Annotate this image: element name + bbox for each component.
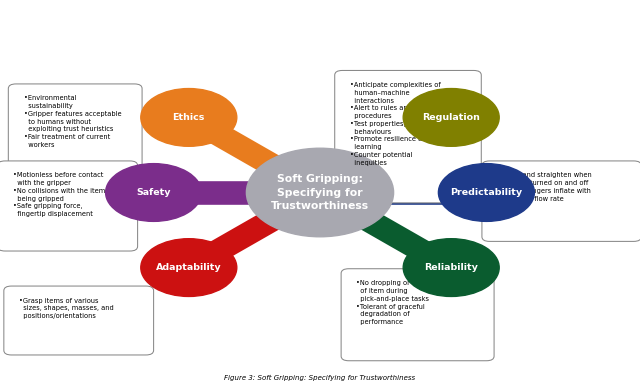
Text: Figure 3: Soft Gripping: Specifying for Trustworthiness: Figure 3: Soft Gripping: Specifying for … (225, 375, 415, 381)
FancyBboxPatch shape (4, 286, 154, 355)
FancyBboxPatch shape (335, 70, 481, 203)
Text: Reliability: Reliability (424, 263, 478, 272)
FancyBboxPatch shape (0, 161, 138, 251)
Text: •Grasp items of various
  sizes, shapes, masses, and
  positions/orientations: •Grasp items of various sizes, shapes, m… (19, 298, 114, 319)
Text: •Environmental
  sustainability
•Gripper features acceptable
  to humans without: •Environmental sustainability •Gripper f… (24, 95, 122, 148)
Text: Soft Gripping:
Specifying for
Trustworthiness: Soft Gripping: Specifying for Trustworth… (271, 174, 369, 211)
Text: Ethics: Ethics (173, 113, 205, 122)
FancyBboxPatch shape (341, 269, 494, 361)
Circle shape (246, 148, 394, 237)
Text: •Motionless before contact
  with the gripper
•No collisions with the item
  bei: •Motionless before contact with the grip… (13, 172, 105, 217)
Circle shape (141, 239, 237, 296)
Text: •Anticipate complexities of
  human–machine
  interactions
•Alert to rules and
 : •Anticipate complexities of human–machin… (350, 82, 443, 166)
Text: •Curve and straighten when
  pump is turned on and off
•Gripper fingers inflate : •Curve and straighten when pump is turne… (497, 172, 592, 202)
Text: Predictability: Predictability (451, 188, 522, 197)
Circle shape (403, 239, 499, 296)
FancyBboxPatch shape (482, 161, 640, 241)
Circle shape (403, 89, 499, 146)
Circle shape (141, 89, 237, 146)
FancyBboxPatch shape (8, 84, 142, 184)
Text: Adaptability: Adaptability (156, 263, 221, 272)
Text: Safety: Safety (136, 188, 171, 197)
Circle shape (106, 164, 202, 221)
Text: Regulation: Regulation (422, 113, 480, 122)
Text: •No dropping or damaging
  of item during
  pick-and-place tasks
•Tolerant of gr: •No dropping or damaging of item during … (356, 280, 446, 325)
Circle shape (438, 164, 534, 221)
